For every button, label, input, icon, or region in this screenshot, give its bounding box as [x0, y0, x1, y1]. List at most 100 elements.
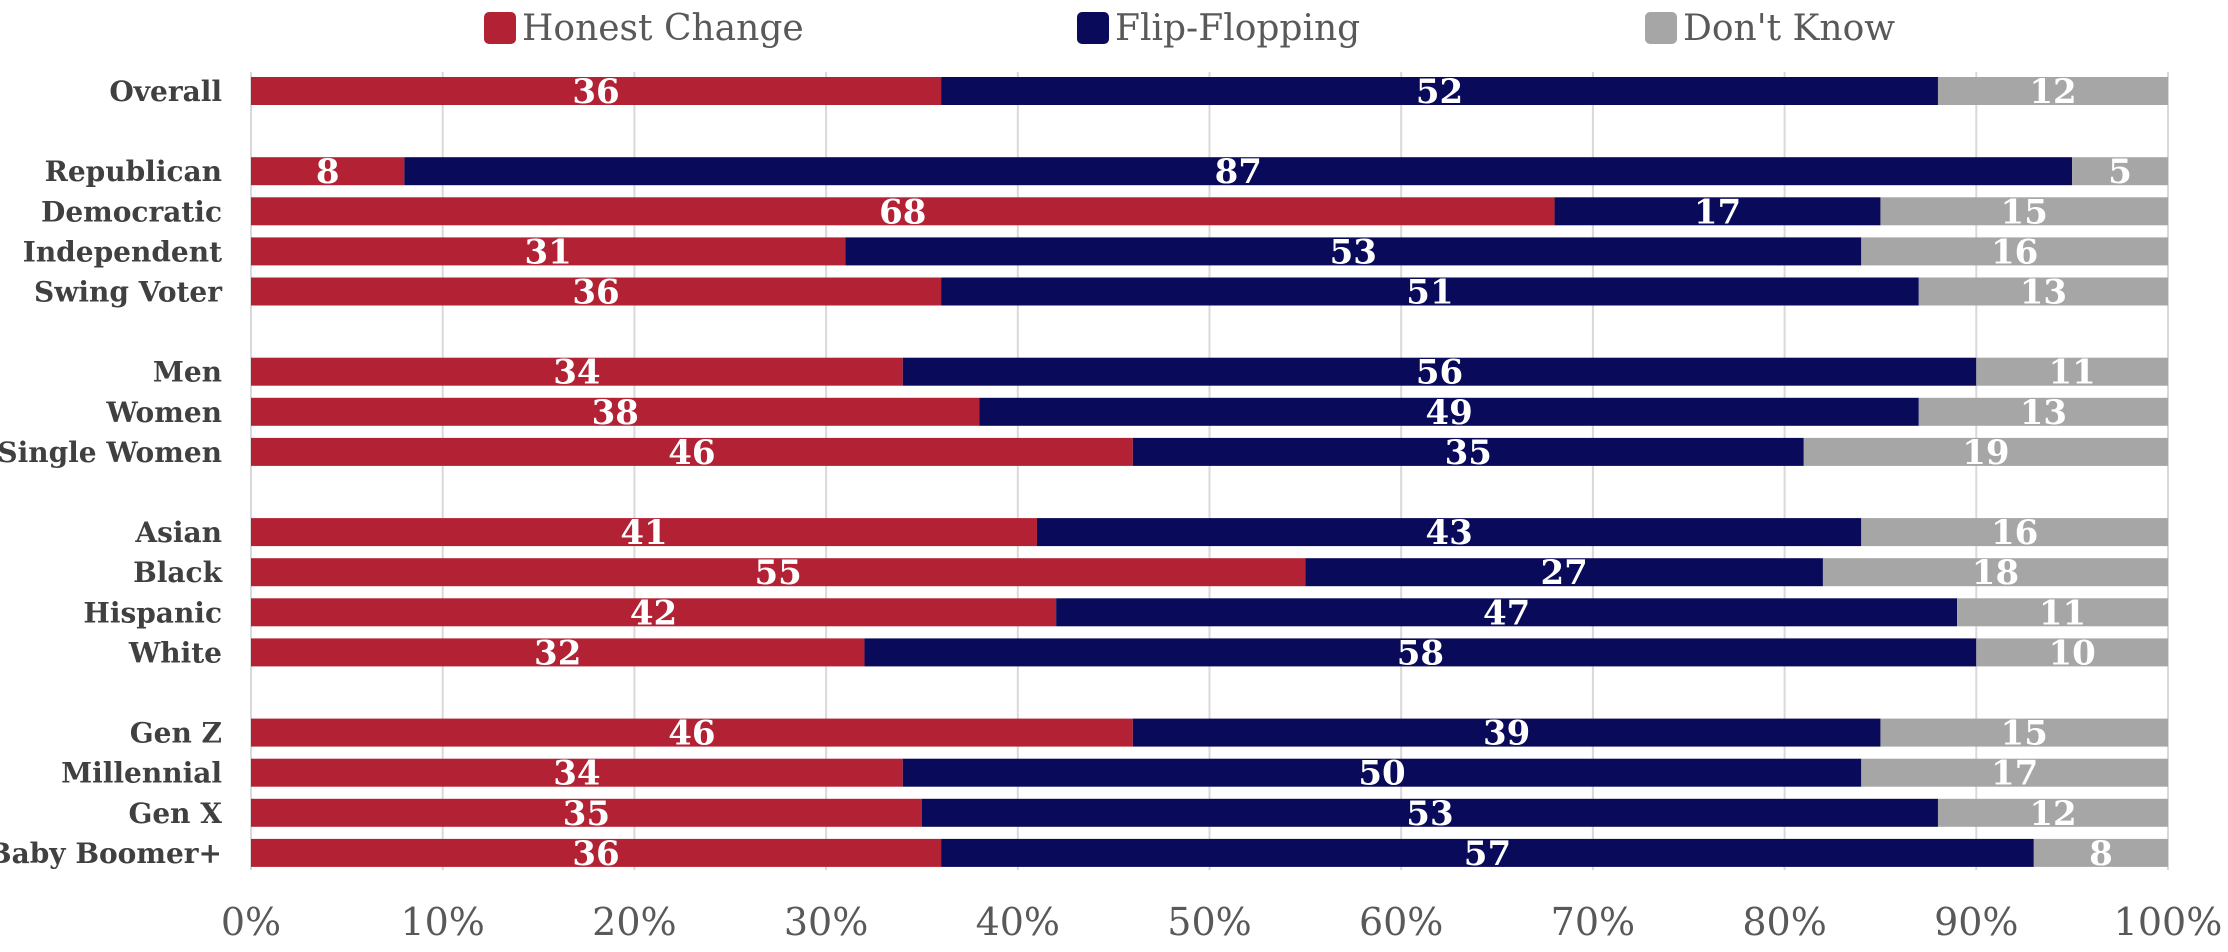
data-label-independent-flip-flopping: 53: [1330, 232, 1377, 272]
data-label-black-honest-change: 55: [755, 553, 802, 593]
data-label-overall-don-t-know: 12: [2029, 72, 2076, 112]
x-tick-label-10: 10%: [400, 900, 484, 944]
legend: Honest Change Flip-Flopping Don't Know: [484, 8, 1895, 49]
bar-women-don-t-know: [1918, 397, 2168, 426]
data-label-women-honest-change: 38: [592, 393, 639, 433]
data-label-gen-x-don-t-know: 12: [2029, 794, 2076, 834]
category-label-asian: Asian: [134, 516, 222, 549]
data-label-republican-honest-change: 8: [316, 152, 340, 192]
data-label-black-don-t-know: 18: [1972, 553, 2019, 593]
data-label-white-don-t-know: 10: [2048, 633, 2095, 673]
x-tick-label-0: 0%: [221, 900, 281, 944]
data-label-gen-x-honest-change: 35: [563, 794, 610, 834]
bar-democratic-flip-flopping: [1554, 197, 1881, 226]
data-label-millennial-honest-change: 34: [553, 754, 600, 794]
bar-gen-z-don-t-know: [1880, 718, 2168, 747]
category-label-single-women: Single Women: [0, 436, 222, 469]
bar-single-women-flip-flopping: [1132, 437, 1804, 466]
x-tick-label-30: 30%: [784, 900, 868, 944]
legend-label-flip-flopping: Flip-Flopping: [1115, 8, 1360, 49]
bar-single-women-honest-change: [251, 437, 1133, 466]
bar-independent-honest-change: [251, 237, 846, 266]
x-axis-ticks: 0% 10% 20% 30% 40% 50% 60% 70% 80% 90% 100%: [221, 900, 2222, 944]
data-label-black-flip-flopping: 27: [1540, 553, 1587, 593]
legend-label-honest-change: Honest Change: [522, 8, 804, 49]
data-label-millennial-flip-flopping: 50: [1358, 754, 1405, 794]
bar-swing-voter-don-t-know: [1918, 277, 2168, 306]
data-label-men-flip-flopping: 56: [1416, 353, 1463, 393]
x-tick-label-80: 80%: [1742, 900, 1826, 944]
bar-white-flip-flopping: [864, 638, 1977, 667]
category-label-hispanic: Hispanic: [83, 596, 222, 629]
category-label-men: Men: [153, 356, 222, 389]
bars: [251, 77, 2168, 867]
category-label-overall: Overall: [109, 75, 222, 108]
data-label-hispanic-honest-change: 42: [630, 593, 677, 633]
bar-men-don-t-know: [1976, 357, 2168, 386]
x-tick-label-20: 20%: [592, 900, 676, 944]
bar-gen-x-don-t-know: [1937, 798, 2168, 827]
bar-men-honest-change: [251, 357, 903, 386]
bar-hispanic-honest-change: [251, 598, 1057, 627]
bar-democratic-honest-change: [251, 197, 1555, 226]
data-label-white-flip-flopping: 58: [1397, 633, 1444, 673]
bar-white-don-t-know: [1976, 638, 2168, 667]
bar-baby-boomer-don-t-know: [2033, 838, 2168, 867]
category-label-black: Black: [133, 556, 222, 589]
data-label-swing-voter-flip-flopping: 51: [1406, 273, 1453, 313]
data-label-men-honest-change: 34: [553, 353, 600, 393]
bar-hispanic-flip-flopping: [1056, 598, 1958, 627]
data-label-baby-boomer-honest-change: 36: [572, 834, 619, 874]
data-label-white-honest-change: 32: [534, 633, 581, 673]
legend-swatch-honest-change: [484, 12, 516, 44]
bar-asian-honest-change: [251, 518, 1037, 547]
data-label-women-flip-flopping: 49: [1425, 393, 1472, 433]
bar-gen-x-flip-flopping: [921, 798, 1938, 827]
data-label-millennial-don-t-know: 17: [1991, 754, 2038, 794]
bar-millennial-flip-flopping: [902, 758, 1862, 787]
bar-gen-x-honest-change: [251, 798, 922, 827]
data-label-women-don-t-know: 13: [2020, 393, 2067, 433]
bar-women-honest-change: [251, 397, 980, 426]
data-label-republican-flip-flopping: 87: [1215, 152, 1262, 192]
data-label-asian-flip-flopping: 43: [1425, 513, 1472, 553]
x-tick-label-70: 70%: [1551, 900, 1635, 944]
data-label-baby-boomer-don-t-know: 8: [2089, 834, 2113, 874]
data-label-democratic-honest-change: 68: [879, 192, 926, 232]
bar-overall-honest-change: [251, 77, 942, 105]
category-label-millennial: Millennial: [61, 757, 222, 790]
legend-swatch-don-t-know: [1645, 12, 1677, 44]
category-label-baby-boomer: Baby Boomer+: [0, 837, 222, 870]
data-label-gen-z-flip-flopping: 39: [1483, 714, 1530, 754]
data-label-single-women-flip-flopping: 35: [1445, 433, 1492, 473]
data-label-swing-voter-honest-change: 36: [572, 273, 619, 313]
data-label-gen-z-honest-change: 46: [668, 714, 715, 754]
bar-independent-flip-flopping: [845, 237, 1862, 266]
bar-asian-flip-flopping: [1036, 518, 1862, 547]
data-label-democratic-flip-flopping: 17: [1694, 192, 1741, 232]
x-tick-label-60: 60%: [1359, 900, 1443, 944]
data-label-single-women-honest-change: 46: [668, 433, 715, 473]
category-labels: Overall Republican Democratic Independent Sw…: [0, 75, 223, 870]
bar-baby-boomer-flip-flopping: [941, 838, 2034, 867]
bar-asian-don-t-know: [1861, 518, 2168, 547]
data-label-hispanic-flip-flopping: 47: [1483, 593, 1530, 633]
x-tick-label-100: 100%: [2114, 900, 2223, 944]
category-label-independent: Independent: [23, 235, 222, 268]
bar-overall-flip-flopping: [941, 77, 1938, 105]
data-label-independent-don-t-know: 16: [1991, 232, 2038, 272]
category-label-white: White: [128, 636, 222, 669]
bar-black-honest-change: [251, 558, 1306, 587]
bar-republican-don-t-know: [2072, 157, 2168, 186]
data-label-asian-don-t-know: 16: [1991, 513, 2038, 553]
bar-millennial-don-t-know: [1861, 758, 2168, 787]
bar-women-flip-flopping: [979, 397, 1919, 426]
bar-white-honest-change: [251, 638, 865, 667]
category-label-swing-voter: Swing Voter: [34, 276, 223, 309]
category-label-gen-z: Gen Z: [130, 717, 222, 750]
category-label-democratic: Democratic: [41, 195, 222, 228]
data-label-single-women-don-t-know: 19: [1962, 433, 2009, 473]
bar-hispanic-don-t-know: [1957, 598, 2168, 627]
